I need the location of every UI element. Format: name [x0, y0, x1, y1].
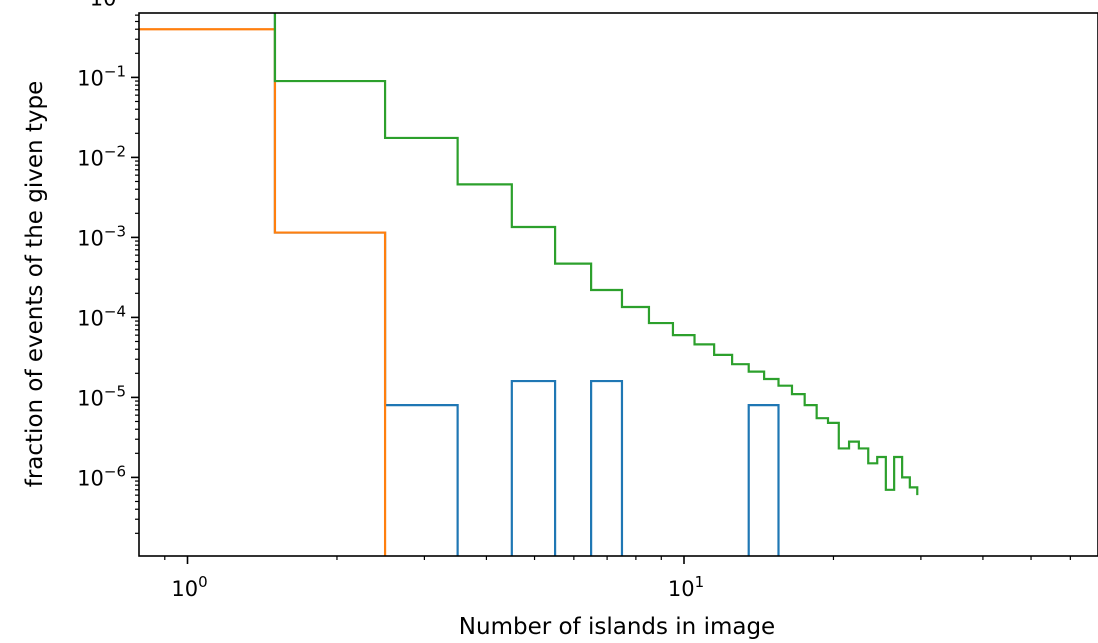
x-tick-label: 100: [171, 573, 207, 601]
x-axis-label: Number of islands in image: [459, 614, 775, 640]
y-tick-label: 10−2: [77, 142, 126, 170]
x-tick-label: 101: [668, 573, 704, 601]
y-tick-label: 10−4: [77, 302, 126, 330]
series-layer: [139, 13, 919, 556]
series-line-3: [273, 13, 919, 496]
tick-layer: 100 101 100 10−1 10−2 10−3 10−4 10−5 10−6: [77, 0, 1071, 601]
y-tick-label: 10−6: [77, 462, 126, 490]
y-tick-label: 100: [90, 0, 126, 10]
series-line-1: [273, 13, 780, 556]
y-axis-label: fraction of events of the given type: [22, 81, 48, 488]
series-line-2: [139, 28, 387, 556]
plot-frame: [138, 12, 1098, 557]
y-tick-label: 10−5: [77, 382, 126, 410]
y-tick-label: 10−3: [77, 222, 126, 250]
y-tick-label: 10−1: [77, 62, 126, 90]
